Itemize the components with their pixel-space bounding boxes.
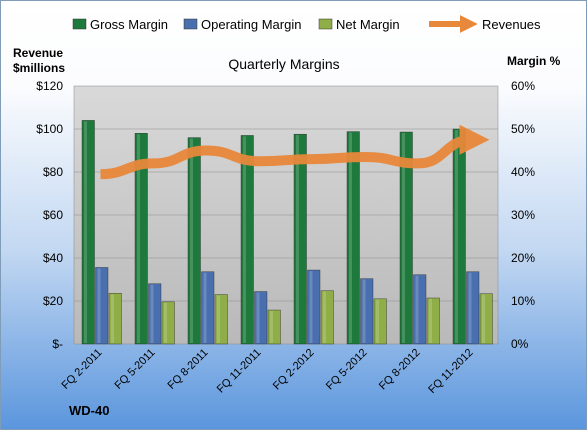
right-tick-label: 0% bbox=[511, 337, 529, 351]
category-label: FQ 11-2011 bbox=[215, 347, 264, 396]
left-tick-label: $20 bbox=[43, 294, 63, 308]
left-tick-label: $120 bbox=[36, 79, 63, 93]
legend-swatch-net-margin bbox=[318, 18, 333, 30]
bar-highlight bbox=[429, 298, 432, 343]
bar-net-margin bbox=[320, 290, 334, 345]
bar-gross-margin bbox=[346, 131, 360, 345]
bar-net-margin bbox=[108, 293, 122, 345]
bar-operating-margin bbox=[307, 269, 321, 345]
bar-highlight bbox=[270, 311, 273, 343]
category-label: FQ 8-2011 bbox=[166, 347, 211, 392]
bar-gross-margin bbox=[134, 133, 148, 345]
right-tick-label: 10% bbox=[511, 294, 535, 308]
legend-label: Operating Margin bbox=[201, 17, 301, 32]
bar-highlight bbox=[309, 271, 313, 343]
bar-highlight bbox=[97, 268, 101, 343]
bar-highlight bbox=[482, 294, 485, 343]
bar-operating-margin bbox=[95, 267, 109, 345]
revenue-line bbox=[100, 124, 490, 180]
left-tick-label: $80 bbox=[43, 165, 63, 179]
left-tick-label: $40 bbox=[43, 251, 63, 265]
left-tick-label: $- bbox=[52, 337, 63, 351]
bar-gross-margin bbox=[187, 137, 201, 345]
bar-highlight bbox=[349, 132, 352, 343]
bar-highlight bbox=[362, 279, 366, 343]
category-label: FQ 11-2012 bbox=[426, 347, 475, 396]
bar-highlight bbox=[243, 136, 246, 343]
bar-highlight bbox=[468, 272, 472, 343]
bar-gross-margin bbox=[452, 128, 466, 345]
bar-highlight bbox=[455, 130, 458, 343]
bar-highlight bbox=[296, 135, 299, 343]
right-tick-label: 30% bbox=[511, 208, 535, 222]
chart-legend: Gross Margin Operating Margin Net Margin Re… bbox=[72, 15, 541, 33]
category-axis: FQ 2-2011 FQ 5-2011 FQ 8-2011 FQ 11-2011 FQ … bbox=[60, 347, 476, 396]
revenue-line-path bbox=[100, 124, 490, 180]
bar-highlight bbox=[323, 291, 326, 343]
bar-highlight bbox=[84, 121, 87, 344]
right-tick-label: 20% bbox=[511, 251, 535, 265]
bar-operating-margin bbox=[360, 278, 374, 345]
legend-label: Net Margin bbox=[336, 17, 400, 32]
bar-net-margin bbox=[373, 298, 387, 345]
bars bbox=[81, 120, 493, 345]
bar-gross-margin bbox=[240, 135, 254, 345]
legend-label: Gross Margin bbox=[90, 17, 168, 32]
bar-highlight bbox=[217, 295, 220, 343]
bar-operating-margin bbox=[148, 283, 162, 345]
right-tick-label: 60% bbox=[511, 79, 535, 93]
category-label: FQ 5-2011 bbox=[113, 347, 158, 392]
legend-swatch-operating-margin bbox=[183, 18, 198, 30]
bar-highlight bbox=[415, 275, 419, 343]
bar-highlight bbox=[164, 302, 167, 343]
left-axis-title-line1: Revenue bbox=[13, 46, 63, 60]
bar-operating-margin bbox=[413, 274, 427, 345]
left-tick-label: $100 bbox=[36, 122, 63, 136]
right-tick-label: 40% bbox=[511, 165, 535, 179]
left-axis-title-line2: $millions bbox=[13, 61, 65, 75]
right-axis: 0% 10% 20% 30% 40% 50% 60% bbox=[511, 79, 535, 351]
legend-swatch-gross-margin bbox=[72, 18, 87, 30]
bar-net-margin bbox=[161, 301, 175, 345]
bar-highlight bbox=[402, 133, 405, 343]
bar-operating-margin bbox=[201, 271, 215, 345]
bar-operating-margin bbox=[254, 291, 268, 345]
bar-highlight bbox=[150, 284, 154, 343]
bar-gross-margin bbox=[81, 120, 95, 345]
bar-net-margin bbox=[479, 293, 493, 345]
right-axis-title: Margin % bbox=[507, 54, 561, 68]
category-label: FQ 2-2011 bbox=[60, 347, 105, 392]
category-label: FQ 8-2012 bbox=[377, 347, 423, 393]
left-axis: $- $20 $40 $60 $80 $100 $120 bbox=[36, 79, 63, 351]
bar-highlight bbox=[203, 272, 207, 343]
bar-gross-margin bbox=[293, 133, 307, 345]
company-label: WD-40 bbox=[69, 403, 109, 418]
chart-title: Quarterly Margins bbox=[228, 56, 339, 72]
bar-net-margin bbox=[426, 297, 440, 345]
left-tick-label: $60 bbox=[43, 208, 63, 222]
category-label: FQ 5-2012 bbox=[324, 347, 370, 393]
category-label: FQ 2-2012 bbox=[271, 347, 317, 393]
bar-highlight bbox=[111, 294, 114, 343]
bar-net-margin bbox=[267, 309, 281, 345]
bar-net-margin bbox=[214, 294, 228, 345]
legend-label: Revenues bbox=[482, 17, 541, 32]
bar-gross-margin bbox=[399, 131, 413, 345]
bar-highlight bbox=[256, 292, 260, 343]
bar-operating-margin bbox=[466, 271, 480, 345]
bar-highlight bbox=[190, 138, 193, 343]
bar-highlight bbox=[376, 299, 379, 343]
bar-highlight bbox=[137, 134, 140, 343]
right-tick-label: 50% bbox=[511, 122, 535, 136]
